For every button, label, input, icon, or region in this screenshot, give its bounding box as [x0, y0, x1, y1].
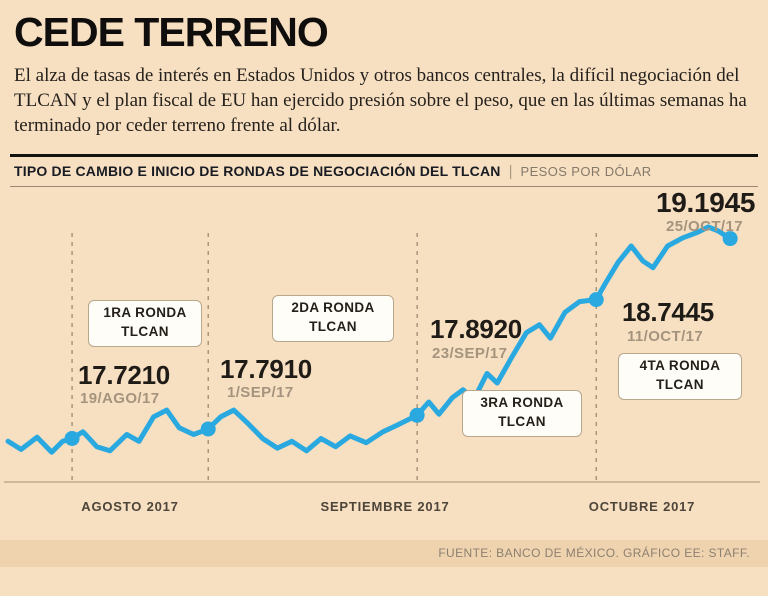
callout-ronda-2-line1: 2DA RONDA [291, 300, 375, 316]
marker-date-23sep: 23/SEP/17 [432, 344, 508, 362]
callout-ronda-2: 2DA RONDA TLCAN [272, 294, 394, 342]
intro-paragraph: El alza de tasas de interés en Estados U… [14, 64, 747, 137]
marker-date-25oct: 25/OCT/17 [666, 217, 743, 235]
callout-ronda-4-line1: 4TA RONDA [639, 358, 721, 374]
x-axis-label-septiembre: SEPTIEMBRE 2017 [320, 498, 450, 514]
callout-ronda-4: 4TA RONDA TLCAN [618, 352, 742, 400]
chart-units-label: PESOS POR DÓLAR [520, 163, 652, 179]
marker-value-19ago: 17.7210 [78, 359, 170, 390]
callout-ronda-2-line2: TLCAN [309, 319, 357, 335]
footer-bar: FUENTE: BANCO DE MÉXICO. GRÁFICO EE: STA… [0, 539, 768, 567]
header-separator: | [508, 162, 513, 180]
callout-ronda-1-line1: 1RA RONDA [103, 305, 187, 321]
callout-ronda-1: 1RA RONDA TLCAN [88, 299, 202, 347]
x-axis-label-agosto: AGOSTO 2017 [81, 498, 179, 514]
marker-value-1sep: 17.7910 [220, 353, 312, 384]
page-title: CEDE TERRENO [14, 9, 329, 55]
marker-value-25oct: 19.1945 [656, 186, 756, 218]
marker-value-23sep: 17.8920 [430, 313, 522, 344]
source-credit: FUENTE: BANCO DE MÉXICO. GRÁFICO EE: STA… [438, 546, 750, 561]
exchange-rate-line-chart [4, 224, 760, 483]
callout-ronda-1-line2: TLCAN [121, 324, 169, 340]
callout-ronda-4-line2: TLCAN [656, 377, 704, 393]
x-axis-label-octubre: OCTUBRE 2017 [588, 498, 696, 514]
chart-area: 17.7210 19/AGO/17 17.7910 1/SEP/17 17.89… [0, 187, 768, 532]
marker-date-1sep: 1/SEP/17 [227, 383, 294, 401]
callout-ronda-3-line2: TLCAN [498, 414, 546, 430]
chart-title: TIPO DE CAMBIO E INICIO DE RONDAS DE NEG… [14, 162, 501, 179]
marker-date-11oct: 11/OCT/17 [627, 327, 704, 345]
callout-ronda-3-line1: 3RA RONDA [480, 395, 564, 411]
chart-header: TIPO DE CAMBIO E INICIO DE RONDAS DE NEG… [10, 153, 758, 187]
callout-ronda-3: 3RA RONDA TLCAN [462, 389, 582, 437]
marker-date-19ago: 19/AGO/17 [80, 389, 160, 407]
marker-value-11oct: 18.7445 [622, 296, 714, 327]
